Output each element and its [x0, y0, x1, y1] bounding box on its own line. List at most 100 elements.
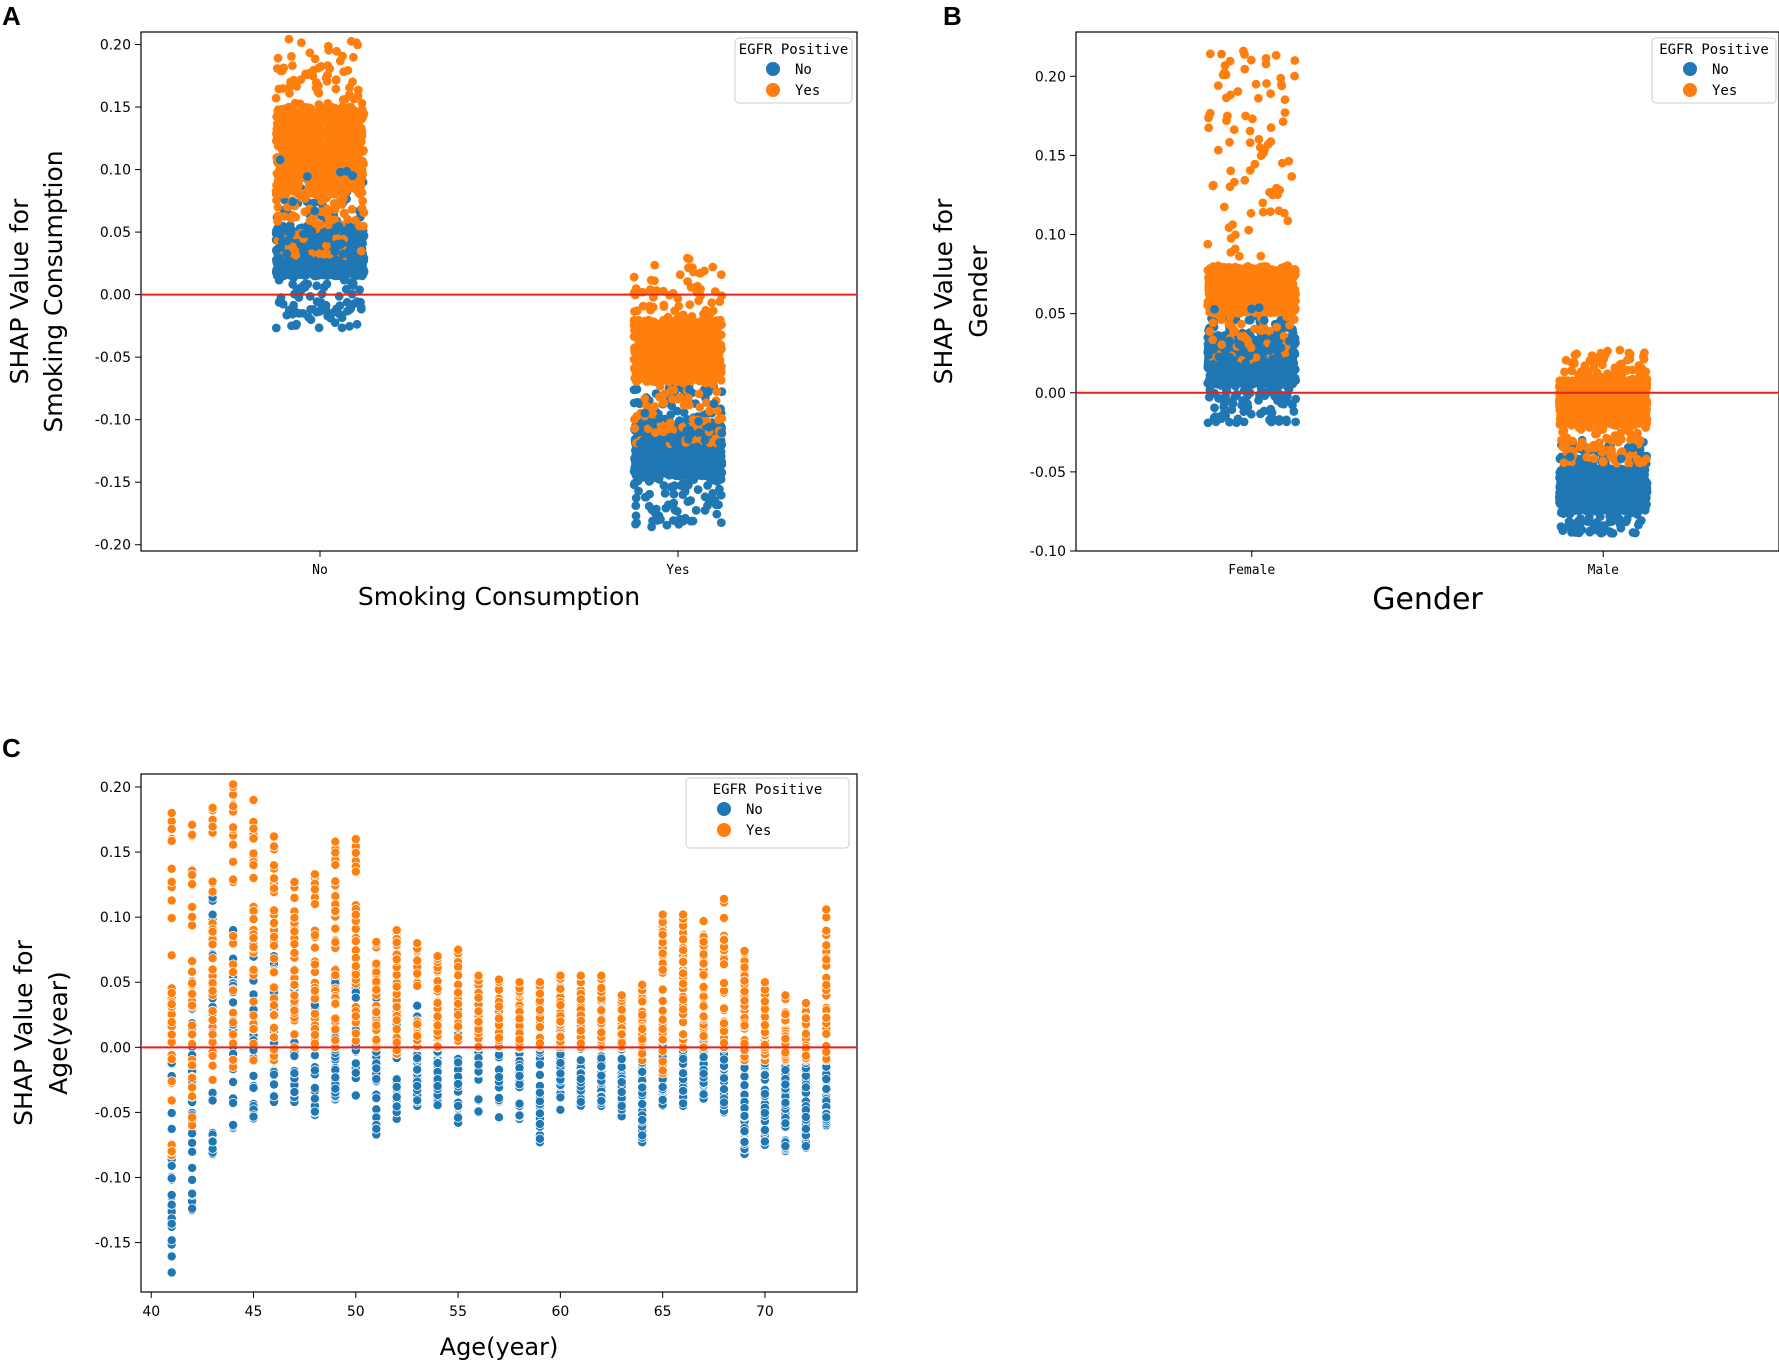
point-a-no-no	[306, 315, 316, 325]
point-a-yes-yes	[693, 281, 702, 291]
y-tick-label-b-3: 0.05	[1035, 307, 1066, 323]
plot-frame-b	[1075, 31, 1779, 552]
point-a-yes-no	[335, 56, 345, 66]
point-a-no-no	[337, 313, 347, 323]
point-a-yes-no	[292, 178, 302, 188]
point-a-yes-no	[311, 112, 321, 122]
point-a-yes-yes	[645, 341, 655, 351]
point-a-yes-yes	[717, 291, 727, 301]
point-a-yes-yes	[688, 263, 697, 273]
point-a-no-yes	[700, 435, 710, 445]
point-a-no-yes	[666, 410, 676, 420]
point-a-yes-no	[313, 87, 323, 97]
point-a-no-yes	[631, 493, 641, 503]
point-a-yes-yes	[650, 276, 659, 286]
y-tick-label-a-1: -0.15	[95, 475, 131, 491]
point-a-yes-yes	[657, 332, 666, 342]
point-a-no-yes	[694, 416, 704, 426]
point-a-no-no	[288, 279, 298, 289]
point-a-no-no	[287, 321, 296, 331]
point-a-no-yes	[666, 482, 676, 492]
y-tick-label-b-2: 0.00	[1035, 386, 1066, 402]
point-a-no-no	[355, 285, 364, 295]
point-a-yes-yes	[663, 312, 673, 322]
point-a-no-yes	[685, 425, 694, 435]
point-b-no-female	[1239, 407, 1249, 417]
point-a-no-yes	[704, 422, 714, 432]
y-tick-label-b-6: 0.20	[1035, 69, 1066, 85]
point-a-no-no	[315, 270, 324, 280]
point-a-yes-no	[292, 161, 301, 170]
point-a-no-no	[276, 243, 285, 252]
point-a-yes-no	[297, 109, 306, 119]
y-tick-label-a-4: 0.00	[100, 288, 131, 304]
point-a-no-yes	[663, 457, 673, 467]
point-a-no-no	[338, 249, 348, 259]
point-a-yes-no	[359, 208, 369, 218]
point-a-no-no	[326, 313, 335, 323]
point-a-yes-yes	[696, 268, 706, 278]
plot-frame-a	[140, 31, 858, 552]
point-a-yes-yes	[716, 366, 726, 376]
point-b-no-female	[1204, 392, 1214, 402]
point-a-yes-yes	[685, 300, 695, 309]
point-a-no-yes	[645, 489, 654, 499]
point-a-yes-no	[330, 205, 340, 215]
point-a-yes-yes	[659, 302, 669, 311]
point-a-yes-no	[331, 75, 341, 85]
point-a-no-yes	[702, 450, 711, 459]
point-a-no-yes	[640, 408, 650, 418]
point-a-no-yes	[689, 447, 699, 456]
point-a-yes-yes	[707, 298, 717, 308]
point-a-yes-no	[286, 104, 296, 114]
point-a-yes-yes	[708, 262, 718, 272]
point-a-no-no	[282, 249, 292, 259]
point-b-no-female	[1210, 403, 1219, 413]
point-a-yes-no	[339, 67, 348, 77]
point-a-no-no	[286, 229, 295, 239]
y-tick-label-b-1: -0.05	[1030, 465, 1066, 481]
point-a-yes-no	[308, 71, 318, 81]
point-a-no-no	[354, 271, 363, 280]
point-a-yes-no	[347, 204, 357, 214]
point-a-yes-no	[276, 165, 286, 175]
point-a-yes-yes	[675, 270, 685, 280]
point-a-yes-no	[347, 150, 357, 160]
point-a-yes-yes	[662, 367, 672, 377]
x-tick-label-b-0: Female	[1228, 563, 1275, 578]
point-a-yes-yes	[713, 342, 722, 352]
point-a-yes-yes	[702, 398, 711, 407]
point-a-yes-yes	[693, 344, 703, 354]
point-a-yes-no	[355, 160, 364, 169]
y-tick-label-b-0: -0.10	[1030, 544, 1066, 560]
point-a-no-no	[275, 155, 285, 165]
point-a-yes-yes	[643, 329, 653, 339]
point-a-yes-no	[312, 187, 321, 197]
point-a-yes-yes	[652, 364, 662, 373]
point-a-yes-yes	[684, 254, 694, 264]
legend-label-a-yes: Yes	[795, 83, 820, 99]
point-a-no-yes	[711, 500, 721, 510]
point-a-no-no	[321, 303, 330, 312]
point-b-no-female	[1213, 414, 1222, 423]
point-a-yes-no	[287, 52, 296, 61]
point-a-yes-yes	[710, 327, 720, 337]
point-a-no-no	[322, 279, 332, 289]
point-a-yes-no	[355, 115, 365, 125]
point-a-yes-yes	[717, 413, 727, 423]
point-a-yes-no	[273, 202, 283, 212]
point-a-yes-no	[289, 75, 299, 85]
point-a-yes-no	[331, 84, 341, 94]
point-a-no-yes	[629, 480, 639, 490]
y-tick-label-a-3: -0.05	[95, 350, 131, 366]
point-a-yes-yes	[640, 317, 650, 326]
point-a-no-no	[334, 291, 344, 301]
point-a-no-yes	[686, 496, 695, 505]
point-a-no-no	[300, 282, 310, 292]
point-a-no-no	[336, 271, 346, 281]
point-a-yes-yes	[650, 260, 660, 270]
point-a-yes-no	[297, 38, 306, 48]
point-a-yes-yes	[656, 373, 665, 383]
point-a-no-yes	[648, 516, 657, 526]
point-a-yes-yes	[694, 366, 703, 376]
